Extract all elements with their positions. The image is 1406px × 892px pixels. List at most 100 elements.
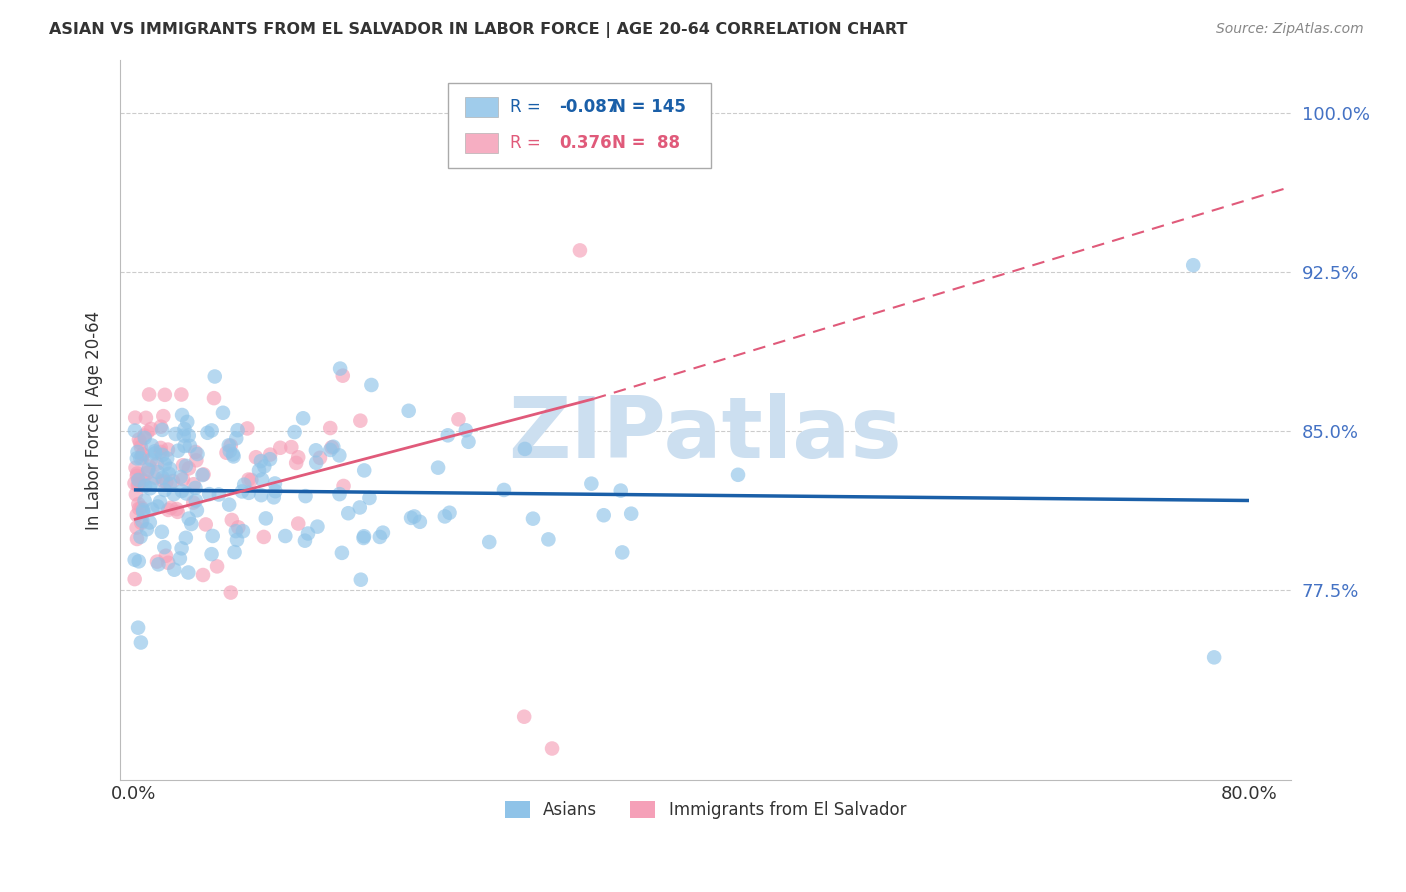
Point — [522, 511, 544, 525]
Point — [131, 516, 153, 530]
Point — [124, 410, 146, 425]
Point — [439, 506, 461, 520]
Point — [264, 484, 287, 499]
Point — [146, 465, 169, 479]
FancyBboxPatch shape — [465, 133, 498, 153]
Point — [264, 476, 287, 491]
Point — [245, 450, 267, 465]
Point — [332, 479, 354, 493]
Point — [155, 475, 177, 489]
Point — [328, 487, 350, 501]
Point — [157, 503, 180, 517]
Point — [371, 525, 394, 540]
Point — [193, 467, 215, 482]
Point — [173, 439, 195, 453]
Point — [134, 431, 156, 445]
Point — [128, 554, 150, 568]
Point — [127, 467, 149, 481]
Point — [183, 477, 205, 491]
Point — [307, 519, 329, 533]
Point — [224, 545, 246, 559]
Point — [125, 468, 148, 483]
Point — [287, 450, 309, 465]
Point — [353, 531, 375, 545]
Point — [727, 467, 749, 482]
Point — [294, 533, 316, 548]
Point — [409, 515, 432, 529]
Point — [259, 452, 281, 467]
Point — [321, 441, 343, 455]
Point — [1204, 650, 1226, 665]
Point — [156, 451, 179, 466]
Point — [513, 709, 536, 723]
Point — [165, 426, 187, 441]
Point — [129, 451, 152, 466]
Point — [179, 439, 201, 453]
Point — [349, 414, 371, 428]
Point — [146, 555, 169, 569]
Text: N = 145: N = 145 — [612, 98, 686, 116]
Point — [612, 545, 634, 559]
Point — [212, 406, 235, 420]
Point — [124, 553, 146, 567]
Point — [149, 419, 172, 434]
Point — [170, 387, 193, 401]
Point — [610, 483, 633, 498]
Point — [134, 479, 156, 493]
Point — [127, 473, 149, 487]
Text: -0.087: -0.087 — [560, 98, 619, 116]
Point — [205, 559, 228, 574]
Point — [294, 489, 316, 503]
Point — [353, 529, 375, 543]
Point — [152, 471, 174, 485]
Point — [478, 535, 501, 549]
Point — [404, 509, 426, 524]
Text: R =: R = — [510, 134, 540, 153]
Point — [159, 462, 181, 476]
Point — [125, 508, 148, 522]
Point — [238, 473, 260, 487]
Point — [305, 456, 328, 470]
Point — [152, 409, 174, 424]
Point — [253, 530, 276, 544]
Point — [169, 470, 191, 484]
Point — [125, 451, 148, 466]
Point — [132, 473, 155, 487]
Point — [127, 497, 149, 511]
Point — [124, 572, 146, 586]
Text: Source: ZipAtlas.com: Source: ZipAtlas.com — [1216, 22, 1364, 37]
Point — [135, 466, 157, 480]
Point — [155, 549, 177, 563]
Point — [427, 460, 450, 475]
Point — [135, 522, 157, 536]
Point — [138, 459, 160, 474]
Point — [233, 477, 256, 491]
Point — [143, 470, 166, 484]
Point — [231, 484, 253, 499]
Point — [222, 450, 245, 464]
Point — [240, 473, 263, 487]
Point — [173, 428, 195, 442]
Point — [152, 448, 174, 462]
Point — [177, 511, 200, 525]
FancyBboxPatch shape — [447, 83, 711, 168]
Point — [153, 483, 176, 497]
Point — [360, 378, 382, 392]
Point — [454, 423, 477, 437]
Point — [143, 444, 166, 458]
Point — [131, 447, 153, 461]
Point — [269, 441, 291, 455]
Point — [134, 428, 156, 442]
Point — [132, 505, 155, 519]
Point — [253, 459, 276, 474]
Point — [208, 487, 231, 501]
Point — [447, 412, 470, 426]
Point — [297, 526, 319, 541]
Point — [162, 474, 184, 488]
Point — [138, 387, 160, 401]
Point — [437, 428, 460, 442]
Point — [305, 443, 328, 458]
Point — [136, 425, 159, 439]
Point — [128, 477, 150, 491]
Point — [134, 493, 156, 508]
